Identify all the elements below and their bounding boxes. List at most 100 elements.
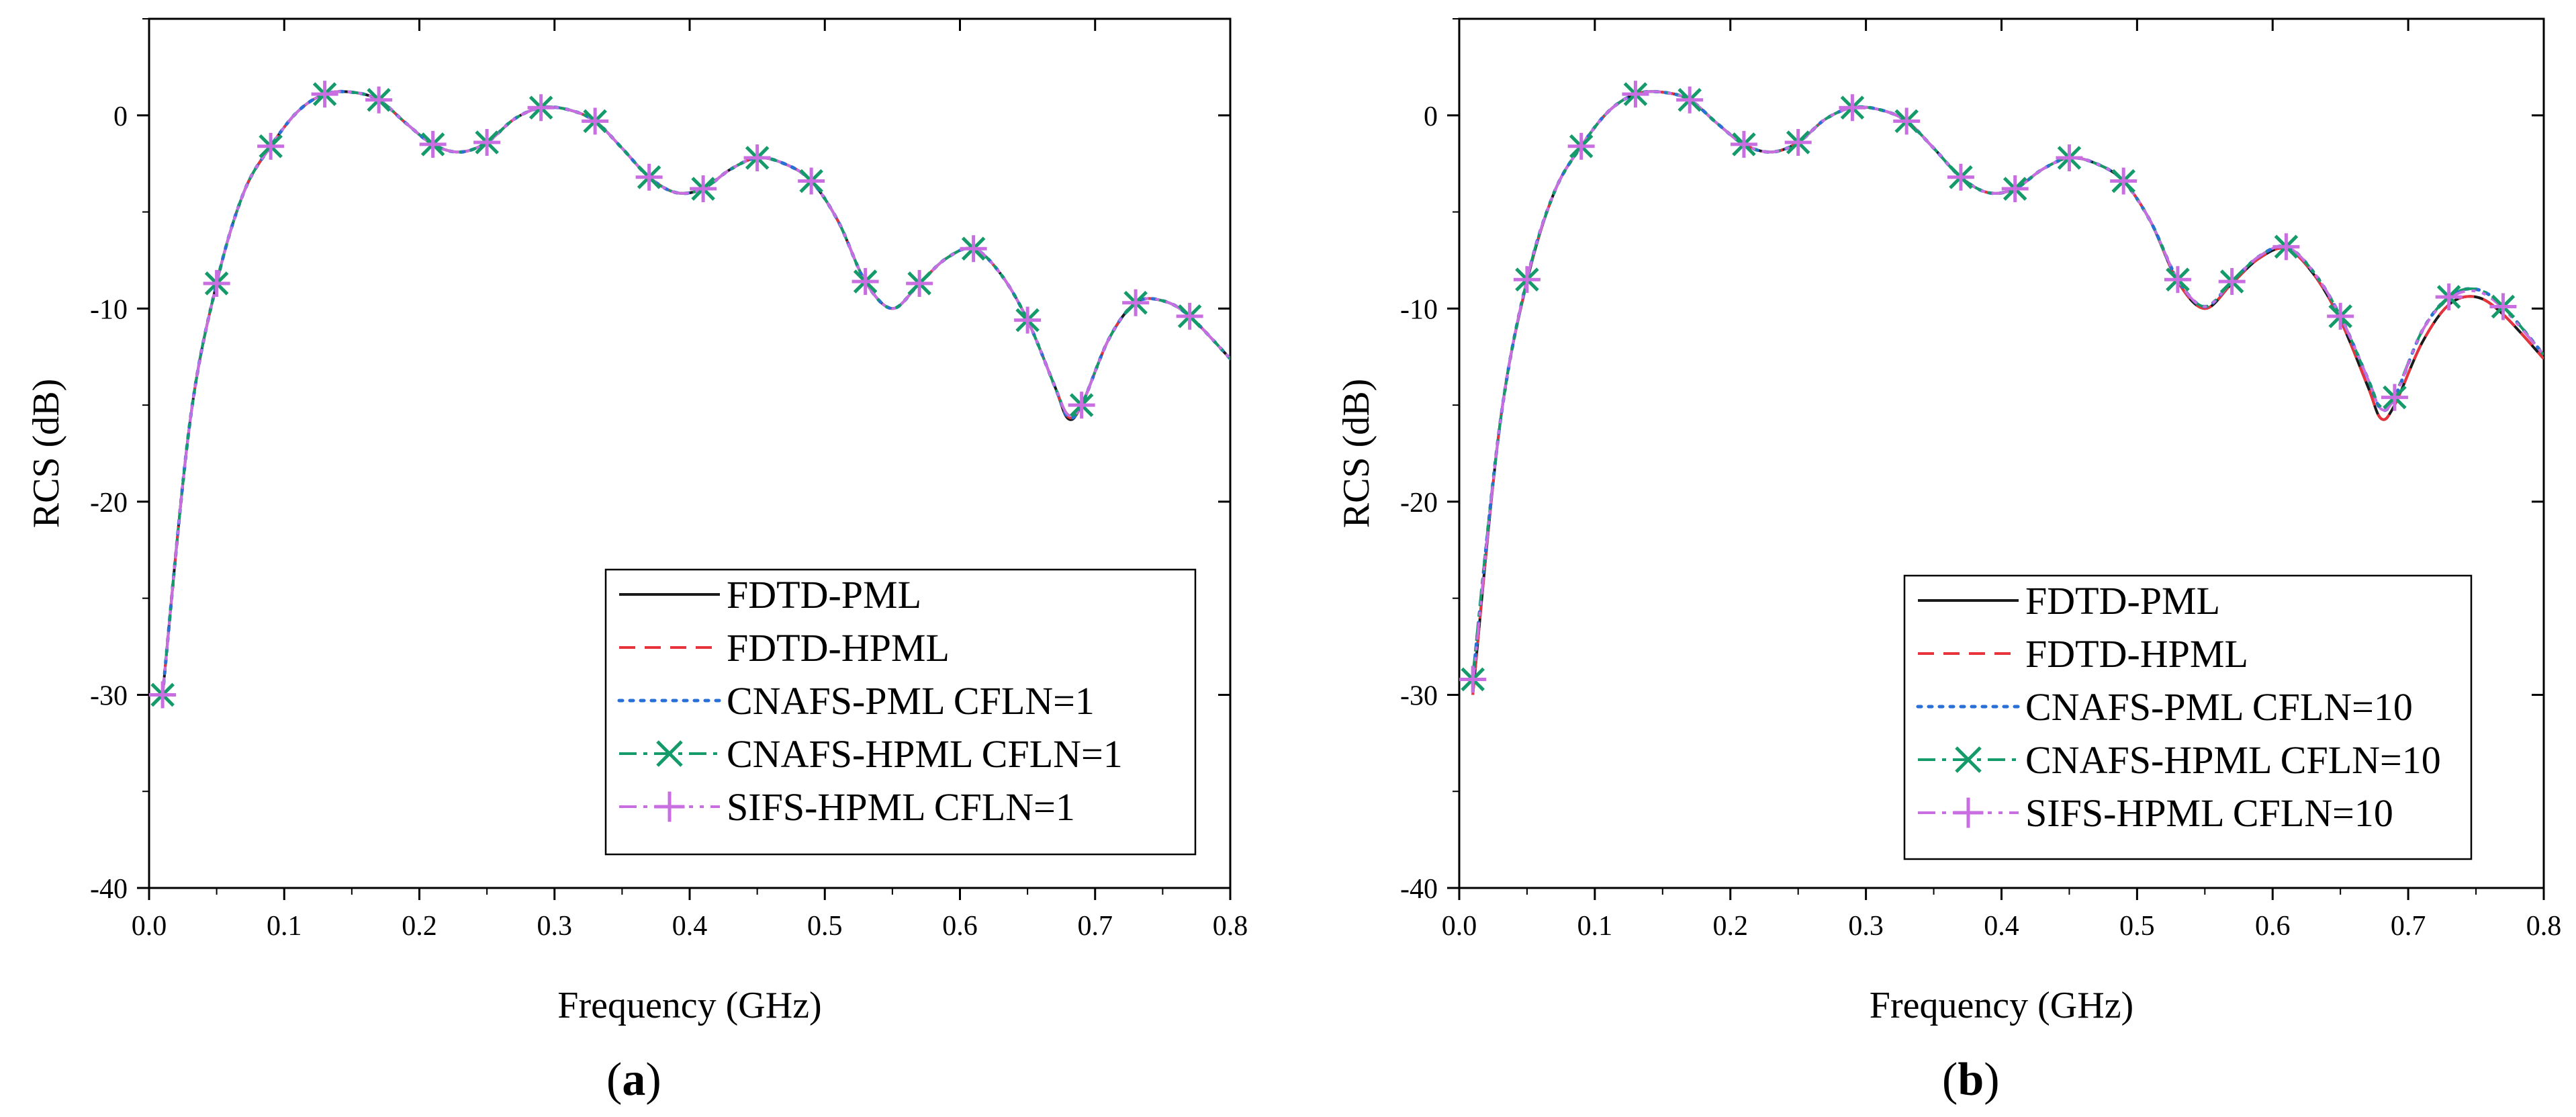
y-tick-label: -40 <box>1400 874 1438 905</box>
x-axis-title: Frequency (GHz) <box>557 985 821 1026</box>
marker-plus-point <box>2489 293 2517 320</box>
y-tick-label: -40 <box>90 874 128 905</box>
x-tick-label: 0.5 <box>807 911 843 942</box>
marker-plus-point <box>1730 130 1757 158</box>
panel-label-open: ( <box>606 1054 622 1106</box>
marker-plus-point <box>527 94 555 122</box>
series-line-sifs-hpml-cfln-1 <box>161 90 1230 695</box>
x-tick-label: 0.7 <box>2391 911 2426 942</box>
marker-plus-point <box>1567 132 1595 160</box>
marker-plus-point <box>690 175 717 203</box>
legend-marker <box>656 740 683 767</box>
y-tick-label: -30 <box>90 680 128 711</box>
x-tick-label: 0.4 <box>1984 911 2019 942</box>
x-tick-label: 0.0 <box>132 911 167 942</box>
x-tick-label: 0.6 <box>942 911 978 942</box>
x-tick-label: 0.7 <box>1078 911 1113 942</box>
marker-plus-point <box>419 130 447 158</box>
panel-label: (b) <box>1942 1054 2000 1106</box>
x-tick-label: 0.1 <box>267 911 302 942</box>
panel-b: 0.0 0.1 0.2 0.3 0.4 0.5 0.6 0.7 0.8 0 -10 -20 -30 -40… <box>1336 17 2562 1106</box>
marker-plus-point <box>2110 167 2137 195</box>
x-tick-label: 0.1 <box>1577 911 1613 942</box>
panel-label-open: ( <box>1942 1054 1958 1106</box>
legend-label: SIFS-HPML CFLN=1 <box>727 785 1075 829</box>
legend: FDTD-PML FDTD-HPML CNAFS-PML CFLN=10 CNAFS-… <box>1903 574 2473 860</box>
panel-label: (a) <box>606 1054 661 1106</box>
y-tick-label: -30 <box>1400 680 1438 711</box>
marker-plus-point <box>852 268 879 296</box>
legend-label: FDTD-HPML <box>727 626 950 670</box>
legend-label: CNAFS-HPML CFLN=1 <box>727 732 1123 776</box>
x-tick-label: 0.6 <box>2255 911 2291 942</box>
legend-label: CNAFS-PML CFLN=10 <box>2025 685 2413 729</box>
legend-label: CNAFS-PML CFLN=1 <box>727 679 1095 723</box>
legend-marker <box>1953 797 1984 828</box>
legend: FDTD-PML FDTD-HPML CNAFS-PML CFLN=1 CNAFS-H… <box>604 568 1197 856</box>
x-tick-label: 0.2 <box>1713 911 1749 942</box>
marker-plus-point <box>743 144 771 172</box>
marker-plus-point <box>582 107 609 135</box>
panel-a: 0.0 0.1 0.2 0.3 0.4 0.5 0.6 0.7 0.8 0 -10 -20 -30 -40… <box>26 17 1248 1106</box>
x-tick-label: 0.8 <box>1213 911 1248 942</box>
marker-plus-point <box>1122 289 1150 316</box>
marker-plus-point <box>149 681 177 709</box>
y-tick-label: -20 <box>1400 488 1438 519</box>
x-axis-title: Frequency (GHz) <box>1870 985 2133 1026</box>
marker-plus-point <box>473 129 501 157</box>
marker-plus-point <box>2164 266 2191 294</box>
legend-box <box>604 568 1197 856</box>
panel-label-close: ) <box>1984 1054 1999 1106</box>
legend-label: FDTD-PML <box>2025 579 2220 623</box>
x-tick-label: 0.3 <box>1848 911 1884 942</box>
marker-plus-point <box>1947 163 1974 191</box>
y-tick-label: -20 <box>90 488 128 519</box>
marker-plus-point <box>1068 392 1095 419</box>
marker-plus-point <box>2001 175 2029 203</box>
y-axis-title: RCS (dB) <box>1336 379 1377 529</box>
marker-plus-point <box>2272 233 2300 261</box>
y-tick-label: -10 <box>1400 294 1438 325</box>
marker-plus-point <box>1622 81 1649 108</box>
marker-plus-point <box>960 235 987 263</box>
legend-label: SIFS-HPML CFLN=10 <box>2025 791 2393 835</box>
legend-label: FDTD-HPML <box>2025 632 2248 676</box>
x-tick-label: 0.8 <box>2526 911 2562 942</box>
marker-plus-point <box>1014 306 1042 334</box>
x-tick-label: 0.4 <box>672 911 708 942</box>
marker-plus-point <box>2327 302 2354 330</box>
marker-plus-point <box>2218 268 2246 296</box>
legend-label: CNAFS-HPML CFLN=10 <box>2025 738 2441 782</box>
marker-plus-point <box>203 269 230 297</box>
x-tick-label: 0.2 <box>402 911 437 942</box>
panel-label-letter: b <box>1958 1054 1984 1106</box>
marker-plus-point <box>1176 302 1203 330</box>
series-line-sifs-hpml-cfln-10 <box>1471 90 2544 686</box>
y-tick-label: 0 <box>1424 101 1438 132</box>
marker-plus-point <box>2435 283 2463 311</box>
marker-plus-point <box>1784 129 1812 157</box>
panel-label-letter: a <box>622 1054 645 1106</box>
marker-plus-point <box>311 81 338 108</box>
marker-plus-point <box>2056 144 2083 172</box>
marker-plus-point <box>1893 107 1921 135</box>
y-tick-label: -10 <box>90 294 128 325</box>
marker-plus-point <box>257 132 285 160</box>
legend-label: FDTD-PML <box>727 573 921 617</box>
y-tick-label: 0 <box>113 101 128 132</box>
marker-plus-point <box>1676 86 1704 114</box>
x-tick-label: 0.3 <box>537 911 573 942</box>
x-tick-label: 0.0 <box>1442 911 1477 942</box>
marker-plus-point <box>635 163 663 191</box>
legend-marker <box>1955 746 1982 773</box>
legend-marker <box>654 791 685 822</box>
marker-plus-point <box>1513 266 1540 294</box>
panel-label-close: ) <box>645 1054 661 1106</box>
marker-plus-point <box>906 269 933 297</box>
marker-plus-point <box>1459 666 1487 693</box>
y-axis-title: RCS (dB) <box>26 379 67 529</box>
marker-plus-point <box>798 167 825 195</box>
marker-plus-point <box>365 86 393 114</box>
x-tick-label: 0.5 <box>2119 911 2155 942</box>
